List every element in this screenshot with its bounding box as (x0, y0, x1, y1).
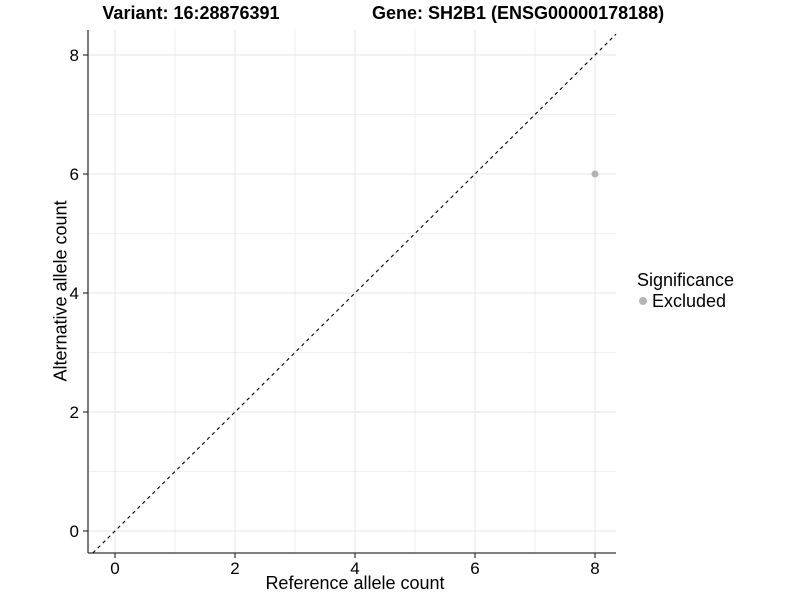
y-tick-label: 6 (70, 165, 79, 184)
x-tick-label: 0 (110, 559, 119, 578)
plot-title-variant: Variant: 16:28876391 (102, 3, 280, 23)
x-tick-label: 6 (470, 559, 479, 578)
legend-title: Significance (637, 270, 735, 290)
x-tick-label: 2 (230, 559, 239, 578)
plot-title-gene: Gene: SH2B1 (ENSG00000178188) (372, 3, 665, 23)
legend-item-label: Excluded (652, 291, 727, 311)
data-point (591, 170, 599, 178)
legend-swatch (639, 297, 647, 305)
legend-item: Excluded (639, 292, 734, 310)
x-tick-label: 8 (590, 559, 599, 578)
y-tick-label: 4 (70, 284, 79, 303)
identity-line (92, 33, 617, 554)
legend: Significance Excluded (637, 270, 735, 311)
y-tick-label: 0 (70, 522, 79, 541)
y-tick-label: 2 (70, 403, 79, 422)
legend-items: Excluded (637, 292, 734, 310)
x-axis-title: Reference allele count (265, 573, 445, 593)
y-tick-label: 8 (70, 46, 79, 65)
y-axis-title: Alternative allele count (50, 200, 71, 382)
x-tick-label: 4 (350, 559, 359, 578)
